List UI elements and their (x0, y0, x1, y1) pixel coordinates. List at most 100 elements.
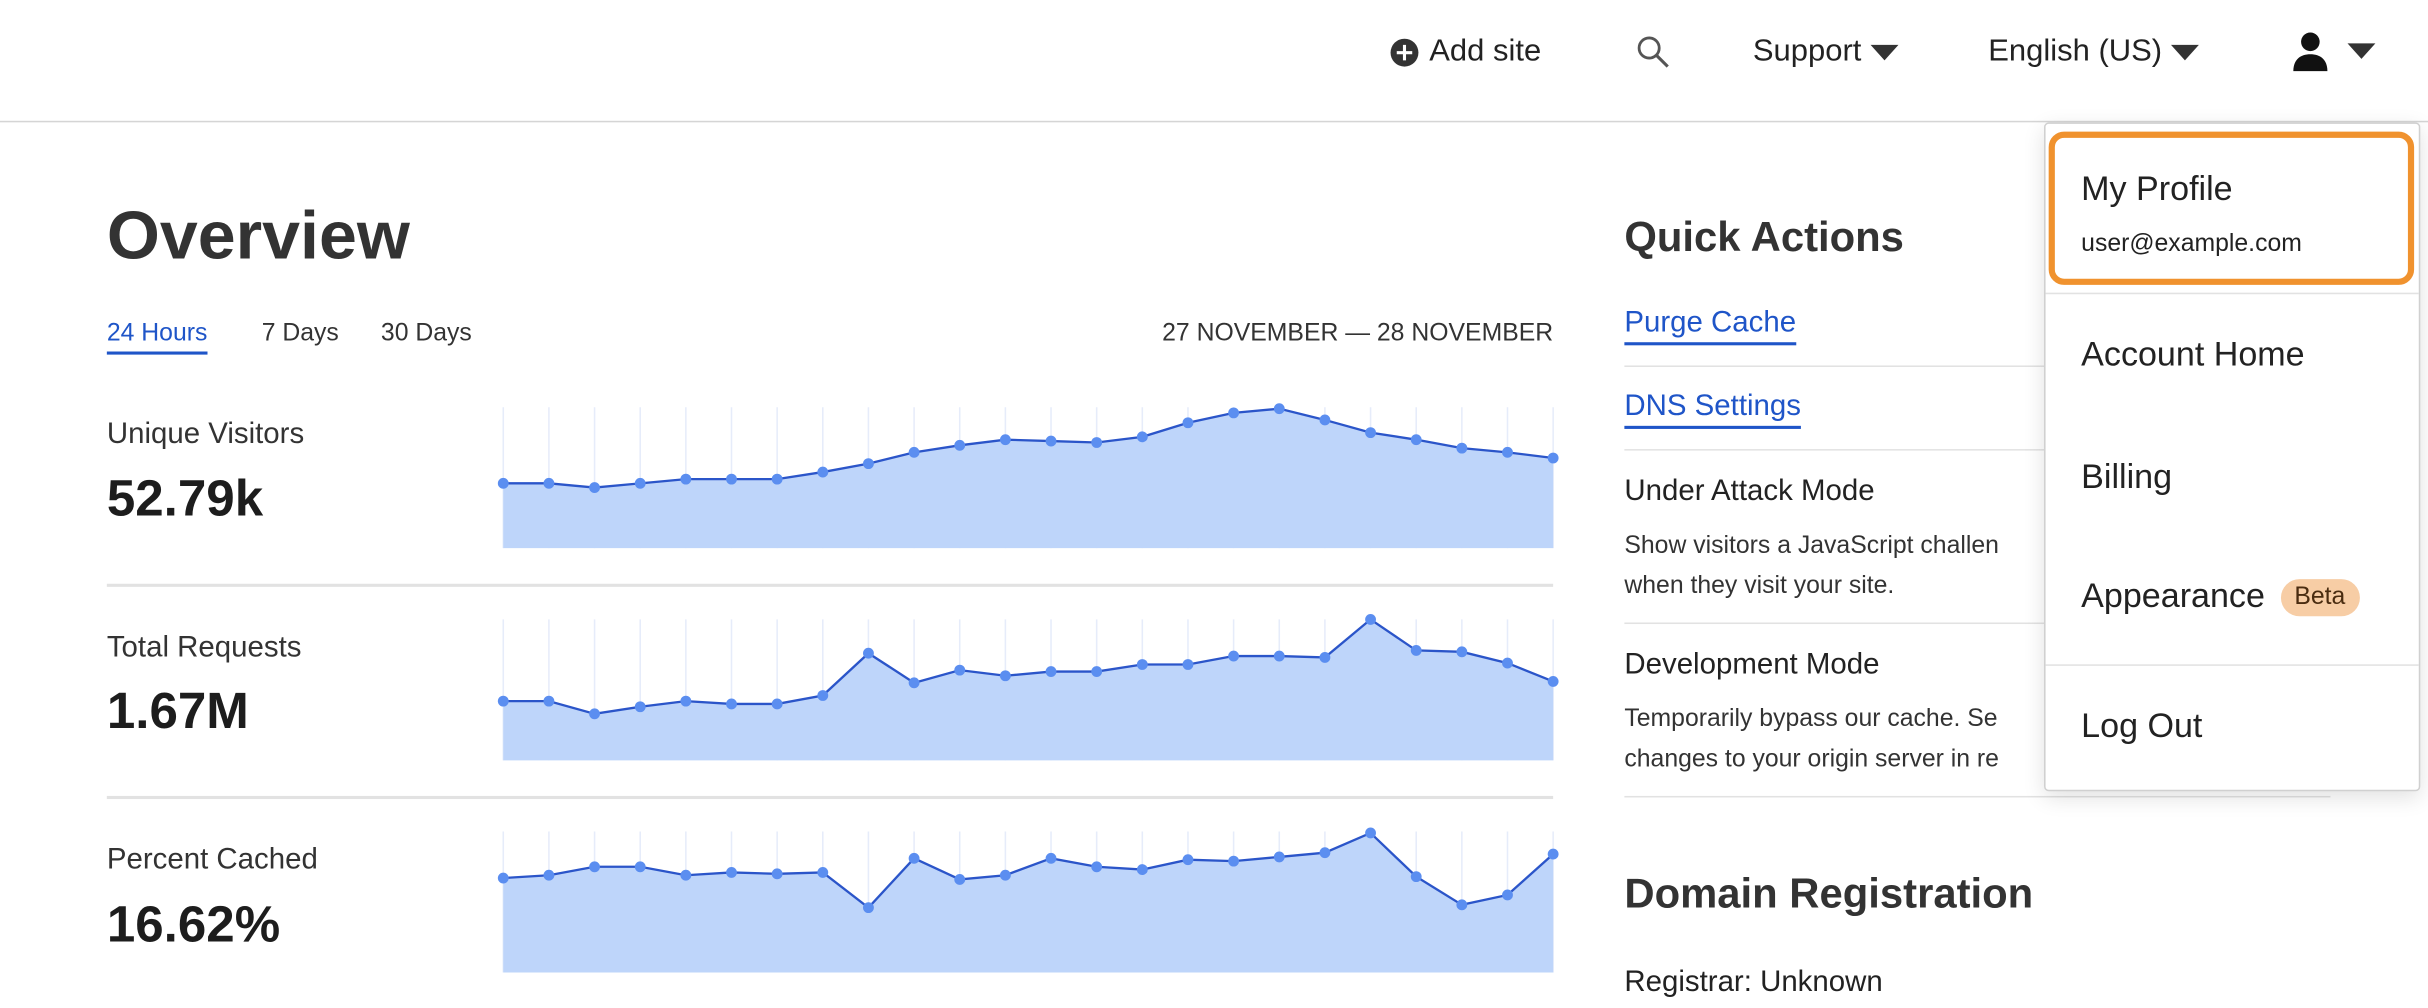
data-point (1136, 431, 1148, 443)
data-point (726, 866, 737, 878)
data-point (589, 482, 600, 493)
data-point (1410, 871, 1422, 883)
billing-item[interactable]: Billing (2081, 456, 2173, 496)
data-point (1045, 852, 1057, 864)
data-point (1365, 427, 1376, 439)
data-point (1365, 613, 1376, 625)
tab-24-hours[interactable]: 24 Hours (106, 321, 208, 355)
divider (106, 583, 1554, 587)
data-point (1319, 847, 1331, 859)
dns-settings-link[interactable]: DNS Settings (1624, 390, 1801, 429)
data-point (1410, 434, 1422, 446)
tab-30-days[interactable]: 30 Days (380, 320, 472, 347)
data-point (954, 439, 966, 451)
data-point (863, 902, 874, 914)
data-point (1273, 650, 1285, 662)
data-point (589, 708, 600, 720)
metric-value: 52.79k (106, 469, 264, 527)
data-point (1547, 452, 1559, 464)
data-point (1273, 403, 1285, 415)
area-fill (503, 832, 1554, 973)
data-point (543, 695, 555, 707)
data-point (999, 434, 1011, 446)
data-point (543, 869, 555, 881)
chevron-down-icon (2347, 43, 2376, 59)
data-point (1365, 827, 1376, 839)
account-home-item[interactable]: Account Home (2081, 334, 2305, 374)
divider (106, 795, 1554, 800)
divider (1624, 365, 2331, 367)
data-point (1182, 417, 1194, 429)
user-menu-button[interactable] (2292, 31, 2376, 72)
my-profile-label: My Profile (2081, 168, 2233, 208)
log-out-item[interactable]: Log Out (2081, 706, 2203, 745)
language-dropdown[interactable]: English (US) (1988, 34, 2200, 70)
data-point (1456, 899, 1468, 911)
page-title: Overview (106, 198, 410, 275)
data-point (1091, 861, 1103, 873)
data-point (817, 866, 829, 878)
data-point (999, 670, 1011, 682)
quick-actions-title: Quick Actions (1624, 213, 1904, 261)
area-fill (503, 619, 1554, 761)
top-bar (0, 0, 2428, 123)
divider (1624, 795, 2331, 798)
support-label: Support (1752, 34, 1862, 69)
data-point (1136, 659, 1148, 670)
unique-visitors-chart (497, 403, 1559, 549)
data-point (1502, 889, 1513, 901)
metric-label: Total Requests (106, 631, 302, 665)
series-line (503, 407, 1554, 489)
plus-circle-icon (1390, 37, 1419, 66)
data-point (543, 477, 555, 489)
data-point (771, 698, 783, 710)
data-point (1045, 435, 1057, 447)
data-point (1091, 437, 1103, 448)
language-label: English (US) (1988, 34, 2163, 69)
search-button[interactable] (1635, 34, 1672, 71)
metric-value: 1.67M (106, 681, 249, 739)
data-point (634, 861, 646, 873)
data-point (1319, 414, 1331, 426)
data-point (771, 868, 783, 880)
metric-label: Unique Visitors (106, 418, 305, 451)
data-point (680, 473, 692, 485)
data-point (1502, 446, 1513, 458)
data-point (954, 664, 966, 676)
data-point (1182, 659, 1194, 670)
data-point (680, 869, 692, 881)
beta-badge: Beta (2280, 579, 2360, 617)
data-point (589, 861, 600, 873)
date-range: 27 NOVEMBER — 28 NOVEMBER (1162, 320, 1554, 347)
tab-7-days[interactable]: 7 Days (261, 320, 339, 347)
data-point (1456, 442, 1468, 454)
data-point (1273, 851, 1285, 863)
registrar-text: Registrar: Unknown (1624, 966, 1883, 999)
add-site-label: Add site (1429, 34, 1542, 69)
data-point (1547, 848, 1559, 860)
appearance-item[interactable]: Appearance Beta (2081, 576, 2360, 617)
under-attack-desc: Show visitors a JavaScript challen when t… (1624, 532, 1999, 600)
data-point (497, 477, 509, 489)
domain-registration-title: Domain Registration (1624, 870, 2034, 917)
add-site-button[interactable]: Add site (1389, 34, 1541, 70)
user-icon (2293, 32, 2328, 72)
data-point (1228, 650, 1240, 662)
divider (2045, 664, 2419, 666)
percent-cached-chart (497, 827, 1559, 973)
metric-value: 16.62% (106, 895, 281, 953)
purge-cache-link[interactable]: Purge Cache (1624, 307, 1797, 346)
data-point (1319, 652, 1331, 663)
data-point (954, 874, 966, 885)
my-profile-item[interactable]: My Profile user@example.com (2048, 131, 2415, 285)
series-line (503, 617, 1554, 715)
data-point (908, 852, 920, 864)
data-point (863, 647, 874, 659)
user-email: user@example.com (2081, 230, 2302, 258)
chevron-down-icon (1870, 44, 1899, 60)
data-point (1410, 644, 1422, 656)
data-point (1182, 854, 1194, 866)
data-point (680, 695, 692, 707)
support-dropdown[interactable]: Support (1753, 34, 1899, 70)
data-point (908, 446, 920, 458)
